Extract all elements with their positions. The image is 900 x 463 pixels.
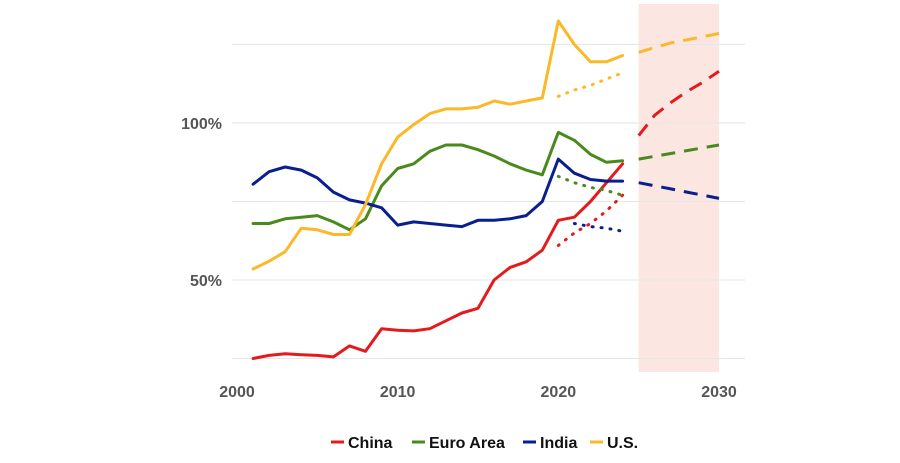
series-line-euro-area	[251, 130, 625, 232]
x-tick-label: 2020	[541, 384, 577, 401]
series-dotted-euro-area	[556, 174, 625, 197]
series-dotted-india	[572, 222, 625, 233]
x-tick-label: 2030	[701, 384, 737, 401]
series-lines	[251, 19, 720, 360]
legend-label-india: India	[540, 435, 577, 452]
series-dotted-u-s	[556, 71, 625, 98]
x-tick-label: 2010	[380, 384, 416, 401]
series-projection-india	[638, 181, 720, 200]
legend-label-euro-area: Euro Area	[429, 435, 505, 452]
series-projection-u-s	[638, 32, 720, 54]
y-tick-label: 100%	[181, 116, 222, 133]
axis-tick-labels: 2000 2010 2020 2030 50% 100%	[181, 116, 737, 401]
series-line-u-s	[251, 19, 625, 271]
projection-period-shading	[638, 4, 719, 372]
y-tick-label: 50%	[190, 273, 222, 290]
legend-label-china: China	[348, 435, 393, 452]
projection-shade-rect	[638, 4, 719, 372]
series-projection-china	[637, 69, 720, 137]
legend-label-u-s: U.S.	[607, 435, 638, 452]
series-line-china	[251, 162, 625, 360]
x-tick-label: 2000	[219, 384, 255, 401]
gridlines	[232, 44, 745, 359]
legend: China Euro Area India U.S.	[331, 435, 638, 452]
series-line-india	[251, 157, 625, 229]
series-projection-euro-area	[638, 143, 720, 161]
